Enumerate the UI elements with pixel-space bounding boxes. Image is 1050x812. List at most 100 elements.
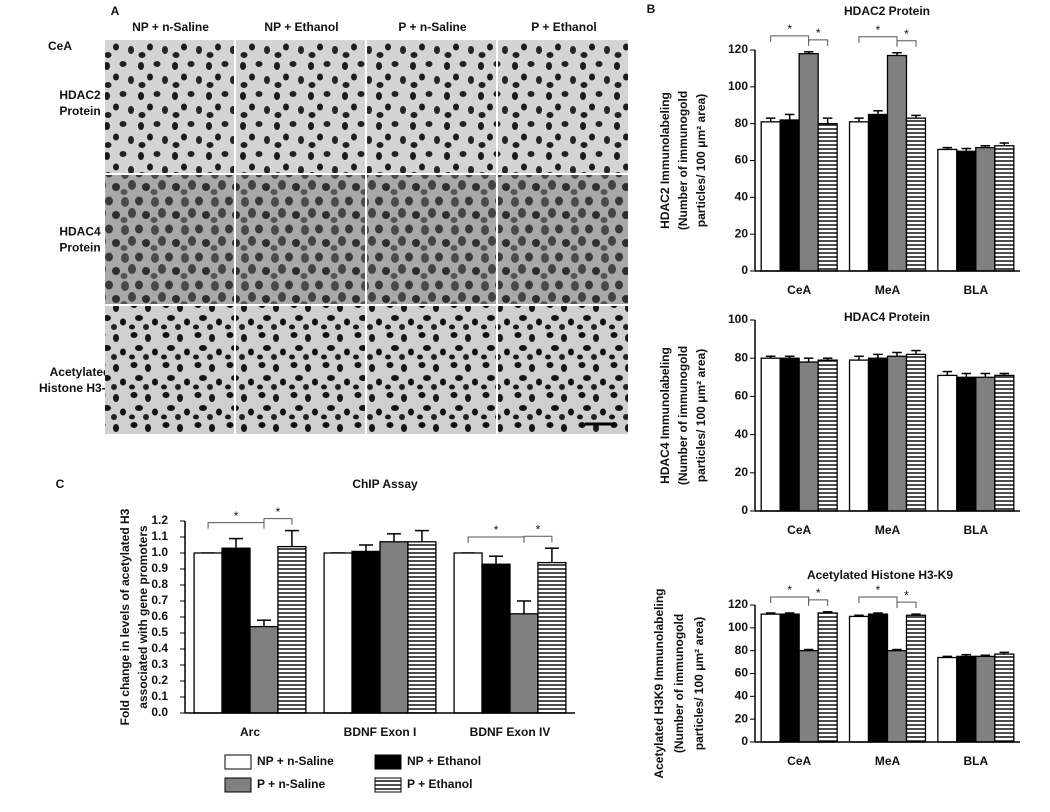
y-tick-label: 80 — [735, 116, 749, 130]
significance-bracket — [523, 535, 553, 543]
bar — [886, 54, 908, 272]
bar — [975, 146, 996, 272]
y-axis-title: (Number of immunogold — [676, 91, 690, 230]
bar — [760, 121, 781, 272]
y-axis-title: HDAC2 Immunolabeling — [658, 92, 672, 229]
bar — [848, 121, 870, 272]
bar — [937, 148, 958, 272]
row-label: Acetylated — [50, 365, 111, 379]
bar — [407, 541, 437, 714]
y-tick-label: 100 — [728, 79, 748, 93]
x-tick-label: BLA — [963, 283, 988, 297]
y-axis-title: Acetylated H3K9 Immunolabeling — [652, 588, 666, 778]
bar — [867, 613, 889, 743]
y-tick-label: 20 — [735, 711, 749, 725]
significance-bracket — [770, 35, 810, 42]
significance-bracket — [896, 601, 917, 609]
y-axis-title: HDAC4 Immunolabeling — [658, 347, 672, 484]
significance-bracket — [858, 36, 898, 43]
chart-title: Acetylated Histone H3-K9 — [807, 568, 953, 582]
y-tick-label: 60 — [735, 389, 749, 403]
legend-label: P + Ethanol — [407, 777, 472, 791]
y-tick-label: 100 — [728, 312, 748, 326]
y-tick-label: 120 — [728, 597, 748, 611]
x-tick-label: MeA — [875, 754, 901, 768]
y-tick-label: 1.0 — [151, 545, 168, 559]
bar — [905, 117, 927, 272]
y-tick-label: 0 — [741, 263, 748, 277]
bar — [779, 613, 800, 743]
panel-label: C — [56, 477, 65, 491]
bar — [779, 357, 800, 512]
bar — [867, 357, 889, 512]
significance-label: * — [876, 23, 881, 37]
bar — [956, 655, 977, 743]
y-tick-label: 80 — [735, 350, 749, 364]
bar — [905, 353, 927, 512]
y-axis-title: associated with gene promoters — [136, 525, 150, 709]
y-axis-title: particles/ 100 μm² area) — [694, 94, 708, 227]
y-tick-label: 60 — [735, 666, 749, 680]
significance-label: * — [816, 586, 821, 600]
bar — [779, 119, 800, 272]
micrograph — [367, 40, 496, 173]
y-axis-title: particles/ 100 μm² area) — [692, 617, 706, 750]
significance-label: * — [276, 505, 281, 519]
y-tick-label: 0.8 — [151, 577, 168, 591]
y-tick-label: 40 — [735, 190, 749, 204]
micrograph — [236, 40, 365, 173]
significance-label: * — [904, 27, 909, 41]
micrograph — [236, 306, 365, 434]
x-tick-label: CeA — [787, 523, 811, 537]
y-axis-title: (Number of immunogold — [672, 614, 686, 753]
y-tick-label: 1.2 — [151, 513, 168, 527]
micrograph — [105, 306, 234, 434]
column-header: NP + Ethanol — [264, 20, 338, 34]
bar — [509, 613, 539, 714]
bar — [886, 355, 908, 512]
chart-title: ChIP Assay — [352, 477, 418, 491]
bar — [975, 655, 996, 743]
micrograph — [367, 306, 496, 434]
y-tick-label: 0.9 — [151, 561, 168, 575]
y-tick-label: 0.5 — [151, 625, 168, 639]
x-tick-label: BLA — [963, 523, 988, 537]
legend-label: P + n-Saline — [257, 777, 325, 791]
x-tick-label: CeA — [787, 754, 811, 768]
legend-label: NP + n-Saline — [257, 754, 334, 768]
significance-label: * — [787, 22, 792, 36]
y-tick-label: 0.0 — [151, 705, 168, 719]
y-tick-label: 80 — [735, 643, 749, 657]
significance-label: * — [234, 509, 239, 523]
bar — [817, 359, 838, 512]
column-header: P + n-Saline — [398, 20, 466, 34]
y-tick-label: 120 — [728, 42, 748, 56]
bar — [956, 376, 977, 512]
column-header: NP + n-Saline — [132, 20, 209, 34]
y-tick-label: 40 — [735, 427, 749, 441]
legend-swatch — [374, 777, 402, 793]
bar — [760, 613, 781, 743]
y-tick-label: 0.3 — [151, 657, 168, 671]
significance-bracket — [263, 518, 293, 525]
bar — [193, 552, 223, 714]
row-label: HDAC4 — [59, 225, 101, 239]
y-tick-label: 40 — [735, 689, 749, 703]
legend-label: NP + Ethanol — [407, 754, 481, 768]
y-tick-label: 0.6 — [151, 609, 168, 623]
bar — [798, 650, 819, 743]
bar — [817, 612, 838, 743]
bar — [937, 656, 958, 743]
micrograph — [367, 175, 496, 304]
y-axis-title: (Number of immunogold — [676, 346, 690, 485]
micrograph — [498, 40, 628, 173]
panel-label: A — [111, 4, 120, 18]
y-tick-label: 20 — [735, 465, 749, 479]
y-tick-label: 0.4 — [151, 641, 168, 655]
bar — [221, 547, 251, 714]
bar — [937, 374, 958, 512]
significance-bracket — [467, 536, 525, 543]
y-tick-label: 0.2 — [151, 673, 168, 687]
x-tick-label: BLA — [963, 754, 988, 768]
